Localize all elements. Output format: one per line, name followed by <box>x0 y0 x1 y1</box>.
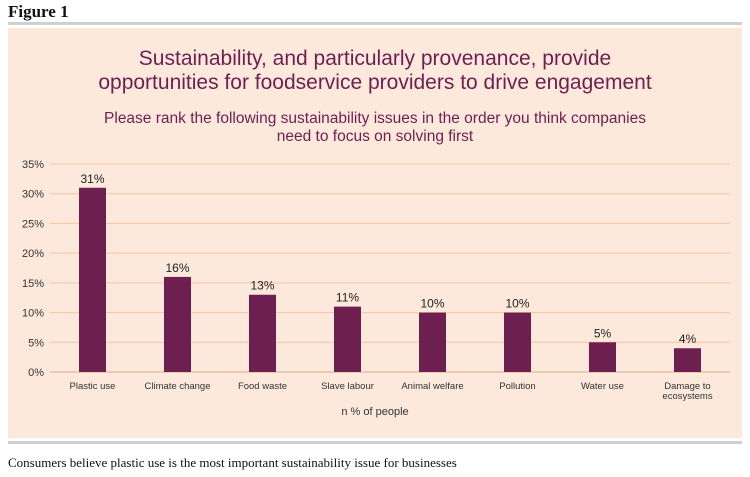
x-axis-label: n % of people <box>341 406 408 418</box>
bottom-divider <box>8 441 742 444</box>
x-tick-label: Food waste <box>238 381 287 392</box>
y-tick-label: 35% <box>22 159 44 171</box>
data-label: 16% <box>165 261 189 275</box>
y-tick-label: 5% <box>28 337 44 349</box>
chart-title-line-2: opportunities for foodservice providers … <box>98 71 652 94</box>
bar <box>79 187 106 372</box>
chart-subtitle-line-1: Please rank the following sustainability… <box>104 110 646 127</box>
x-tick-label: Pollution <box>499 381 535 392</box>
x-tick-label: Water use <box>581 381 624 392</box>
x-tick-label: Plastic use <box>70 381 116 392</box>
data-label: 10% <box>505 297 529 311</box>
y-tick-label: 20% <box>22 248 44 260</box>
bar <box>249 294 276 372</box>
chart-title: Sustainability, and particularly provena… <box>0 47 750 95</box>
y-tick-label: 15% <box>22 278 44 290</box>
chart-subtitle-line-2: need to focus on solving first <box>276 128 474 145</box>
y-tick-label: 30% <box>22 189 44 201</box>
data-label: 5% <box>594 326 612 340</box>
bar <box>674 348 701 372</box>
y-tick-label: 25% <box>22 218 44 230</box>
chart-subtitle: Please rank the following sustainability… <box>0 110 750 146</box>
bar <box>589 342 616 372</box>
data-label: 13% <box>250 279 274 293</box>
data-label: 4% <box>679 332 697 346</box>
x-tick-label: ecosystems <box>662 391 712 402</box>
data-label: 11% <box>336 291 359 305</box>
bar <box>334 306 361 372</box>
x-tick-label: Damage to <box>664 381 710 392</box>
x-tick-label: Slave labour <box>321 381 374 392</box>
data-label: 31% <box>80 172 104 186</box>
top-divider <box>8 22 742 25</box>
bar <box>164 276 191 372</box>
x-tick-label: Climate change <box>144 381 210 392</box>
y-tick-label: 0% <box>28 367 44 379</box>
chart-panel <box>8 28 742 438</box>
bar <box>419 312 446 372</box>
bar <box>504 312 531 372</box>
chart-title-line-1: Sustainability, and particularly provena… <box>138 47 612 70</box>
x-tick-label: Animal welfare <box>401 381 463 392</box>
figure-label: Figure 1 <box>8 2 69 21</box>
y-tick-label: 10% <box>22 308 44 320</box>
figure-caption: Consumers believe plastic use is the mos… <box>8 455 457 470</box>
data-label: 10% <box>420 297 444 311</box>
